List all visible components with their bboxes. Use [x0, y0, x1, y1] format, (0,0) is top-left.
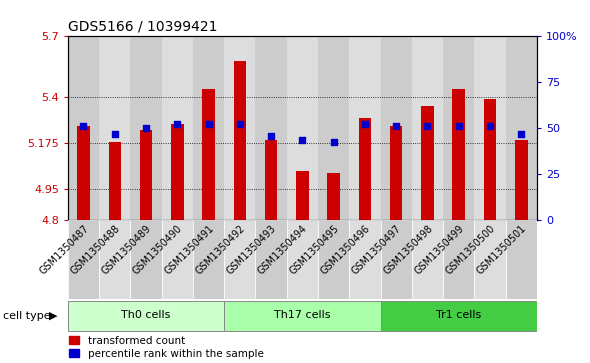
Bar [474, 36, 506, 220]
Bar [68, 301, 224, 330]
Bar [224, 301, 381, 330]
Point [267, 133, 276, 139]
Text: GSM1350490: GSM1350490 [131, 224, 184, 277]
Text: GSM1350500: GSM1350500 [444, 224, 497, 277]
Text: GSM1350492: GSM1350492 [194, 224, 247, 277]
Text: GSM1350499: GSM1350499 [412, 224, 466, 277]
Text: GSM1350498: GSM1350498 [381, 224, 434, 277]
Bar [234, 61, 246, 220]
Bar [349, 36, 381, 220]
Point [79, 123, 88, 129]
Text: Tr1 cells: Tr1 cells [436, 310, 481, 320]
Bar [327, 173, 340, 220]
Text: cell type: cell type [3, 311, 51, 321]
Bar [130, 220, 162, 299]
Point [485, 123, 494, 129]
Legend: transformed count, percentile rank within the sample: transformed count, percentile rank withi… [65, 331, 268, 363]
Text: GSM1350487: GSM1350487 [37, 224, 90, 277]
Point [297, 137, 307, 143]
Bar [193, 220, 224, 299]
Bar [265, 140, 277, 220]
Bar [349, 220, 381, 299]
Bar [99, 220, 130, 299]
Bar [318, 36, 349, 220]
Point [422, 123, 432, 129]
Bar [255, 36, 287, 220]
Point [391, 123, 401, 129]
Bar [443, 36, 474, 220]
Bar [287, 36, 318, 220]
Bar [421, 106, 434, 220]
Bar [224, 220, 255, 299]
Bar [162, 36, 193, 220]
Bar [255, 220, 287, 299]
Point [142, 125, 151, 131]
Text: GSM1350491: GSM1350491 [162, 224, 215, 277]
Bar [506, 220, 537, 299]
Bar [193, 36, 224, 220]
Bar [68, 36, 99, 220]
Bar [412, 220, 443, 299]
Text: GSM1350494: GSM1350494 [256, 224, 309, 277]
Text: GSM1350489: GSM1350489 [100, 224, 153, 277]
Bar [453, 89, 465, 220]
Text: Th0 cells: Th0 cells [122, 310, 171, 320]
Bar [99, 36, 130, 220]
Bar [443, 220, 474, 299]
Bar [130, 36, 162, 220]
Bar [140, 130, 152, 220]
Bar [202, 89, 215, 220]
Point [454, 123, 464, 129]
Text: GSM1350501: GSM1350501 [475, 224, 528, 277]
Text: Th17 cells: Th17 cells [274, 310, 330, 320]
Bar [287, 220, 318, 299]
Bar [390, 126, 402, 220]
Bar [77, 126, 90, 220]
Text: GSM1350497: GSM1350497 [350, 224, 403, 277]
Text: ▶: ▶ [49, 311, 57, 321]
Bar [381, 36, 412, 220]
Point [110, 131, 119, 137]
Point [204, 121, 214, 127]
Bar [484, 99, 496, 220]
Point [360, 121, 369, 127]
Bar [68, 220, 99, 299]
Text: GDS5166 / 10399421: GDS5166 / 10399421 [68, 20, 217, 34]
Bar [296, 171, 309, 220]
Bar [515, 140, 527, 220]
Bar [224, 36, 255, 220]
Bar [506, 36, 537, 220]
Bar [474, 220, 506, 299]
Text: GSM1350493: GSM1350493 [225, 224, 278, 277]
Bar [381, 301, 537, 330]
Bar [359, 118, 371, 220]
Text: GSM1350495: GSM1350495 [287, 224, 340, 277]
Bar [412, 36, 443, 220]
Bar [318, 220, 349, 299]
Text: GSM1350496: GSM1350496 [319, 224, 372, 277]
Text: GSM1350488: GSM1350488 [68, 224, 122, 277]
Point [329, 139, 339, 145]
Point [173, 121, 182, 127]
Bar [171, 124, 183, 220]
Bar [381, 220, 412, 299]
Bar [162, 220, 193, 299]
Point [235, 121, 244, 127]
Point [517, 131, 526, 137]
Bar [109, 142, 121, 220]
